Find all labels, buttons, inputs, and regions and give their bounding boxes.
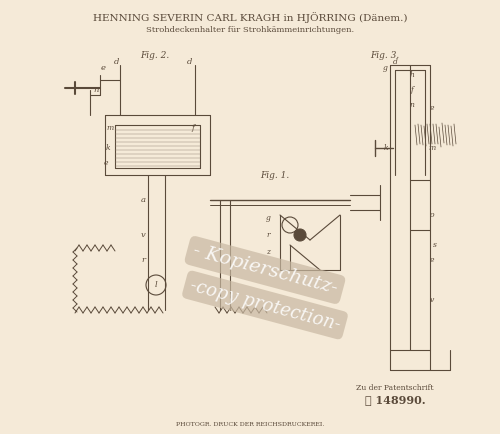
- Text: g: g: [266, 214, 270, 222]
- Text: d: d: [188, 58, 192, 66]
- Text: e: e: [430, 104, 434, 112]
- Text: e: e: [430, 256, 434, 264]
- Text: a: a: [140, 196, 145, 204]
- Text: m: m: [106, 124, 114, 132]
- Text: d: d: [114, 58, 119, 66]
- Text: PHOTOGR. DRUCK DER REICHSDRUCKEREI.: PHOTOGR. DRUCK DER REICHSDRUCKEREI.: [176, 421, 324, 427]
- Text: s: s: [433, 241, 437, 249]
- Text: n: n: [94, 86, 98, 94]
- Text: f: f: [192, 124, 194, 132]
- Text: v: v: [430, 296, 434, 304]
- Text: e: e: [104, 159, 108, 167]
- Text: d: d: [392, 58, 398, 66]
- Text: - Kopierschutz-: - Kopierschutz-: [190, 242, 340, 298]
- Text: r: r: [266, 231, 270, 239]
- Text: -copy protection-: -copy protection-: [188, 276, 342, 334]
- Text: n: n: [410, 101, 414, 109]
- Text: Strohdeckenhalter für Strohkämmeinrichtungen.: Strohdeckenhalter für Strohkämmeinrichtu…: [146, 26, 354, 34]
- Text: Zu der Patentschrift: Zu der Patentschrift: [356, 384, 434, 392]
- Text: e: e: [100, 64, 105, 72]
- Text: r: r: [141, 256, 145, 264]
- Text: g: g: [382, 64, 388, 72]
- Text: f: f: [410, 86, 414, 94]
- Text: m: m: [428, 144, 436, 152]
- Text: z: z: [266, 248, 270, 256]
- Circle shape: [294, 229, 306, 241]
- Text: k: k: [384, 144, 388, 152]
- Text: l: l: [154, 281, 158, 289]
- Text: o: o: [430, 211, 434, 219]
- Text: v: v: [140, 231, 145, 239]
- Text: k: k: [106, 144, 110, 152]
- Text: HENNING SEVERIN CARL KRAGH in HJÖRRING (Dänem.): HENNING SEVERIN CARL KRAGH in HJÖRRING (…: [93, 13, 407, 23]
- Text: Fig. 2.: Fig. 2.: [140, 50, 170, 59]
- Text: Fig. 1.: Fig. 1.: [260, 171, 290, 180]
- Text: Fig. 3.: Fig. 3.: [370, 50, 400, 59]
- Text: ℮ 148990.: ℮ 148990.: [364, 395, 426, 405]
- Text: h: h: [410, 71, 414, 79]
